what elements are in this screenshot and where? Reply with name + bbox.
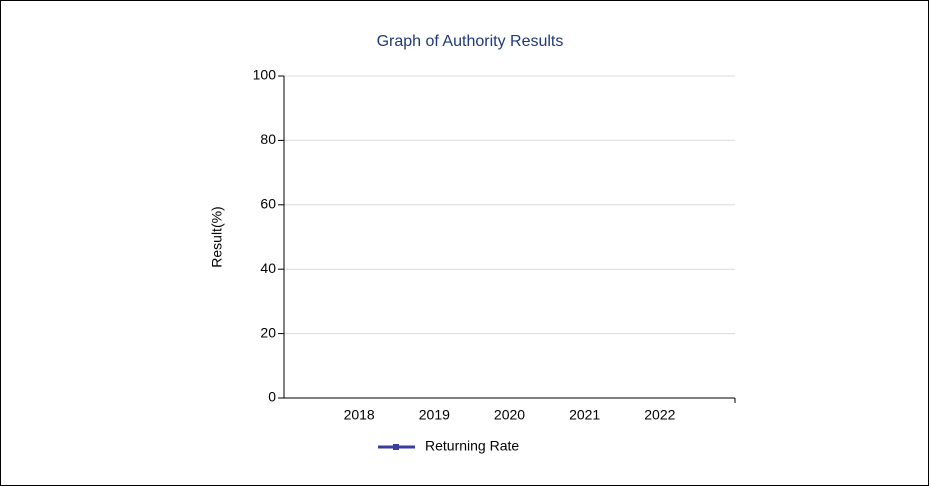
chart-title: Graph of Authority Results bbox=[377, 33, 564, 50]
y-tick-label: 0 bbox=[268, 389, 276, 405]
y-axis-label: Result(%) bbox=[209, 206, 225, 267]
x-tick-label: 2020 bbox=[494, 407, 525, 423]
y-tick-label: 40 bbox=[260, 260, 276, 276]
x-tick-label: 2021 bbox=[569, 407, 600, 423]
legend-label: Returning Rate bbox=[425, 438, 519, 454]
x-tick-label: 2022 bbox=[644, 407, 675, 423]
y-tick-label: 100 bbox=[253, 67, 277, 83]
y-tick-label: 80 bbox=[260, 131, 276, 147]
legend-marker bbox=[393, 444, 399, 450]
x-tick-label: 2019 bbox=[419, 407, 450, 423]
y-tick-label: 60 bbox=[260, 196, 276, 212]
x-tick-label: 2018 bbox=[344, 407, 375, 423]
y-tick-label: 20 bbox=[260, 324, 276, 340]
